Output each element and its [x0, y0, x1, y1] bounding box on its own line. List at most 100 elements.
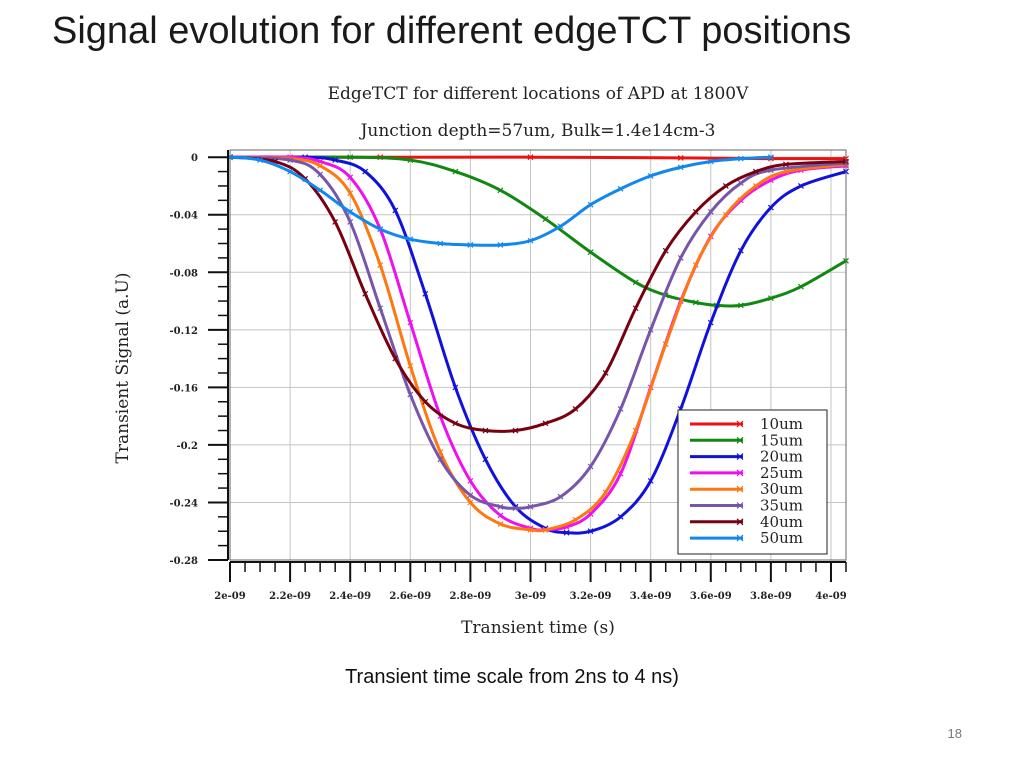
y-tick-label: -0.08	[169, 268, 198, 279]
series-point	[437, 240, 444, 247]
series-point	[617, 513, 624, 520]
series-point	[497, 242, 504, 248]
series-point	[347, 154, 354, 161]
chart-subtitle: Junction depth=57um, Bulk=1.4e14cm-3	[359, 121, 716, 141]
series-point	[467, 477, 474, 484]
series-point	[422, 290, 429, 297]
chart-title: EdgeTCT for different locations of APD a…	[328, 84, 749, 104]
series-point	[452, 384, 459, 391]
y-tick-label: -0.16	[169, 383, 198, 394]
series-point	[452, 168, 459, 175]
series-point	[677, 254, 684, 261]
plot-frame	[229, 149, 847, 561]
series-point	[707, 158, 714, 165]
series-point	[782, 168, 789, 175]
series-point	[587, 201, 594, 208]
y-tick-label: -0.12	[169, 326, 198, 337]
series-point	[602, 370, 609, 376]
legend-marker	[736, 502, 744, 509]
series-point	[527, 237, 534, 244]
series-point	[317, 187, 324, 194]
series-line-35um	[229, 155, 847, 510]
series-point	[557, 493, 564, 500]
series-point	[617, 406, 624, 412]
series-point	[317, 171, 324, 178]
legend-label: 40um	[760, 513, 803, 531]
series-point	[767, 204, 774, 211]
series-point	[692, 262, 699, 269]
x-tick-label: 3e-09	[515, 591, 546, 602]
x-tick-label: 3.6e-09	[690, 591, 732, 602]
series-point	[737, 302, 744, 309]
series-point	[287, 157, 294, 163]
series-point	[737, 180, 744, 187]
legend-label: 15um	[760, 431, 803, 449]
legend-marker	[736, 453, 744, 461]
series-point	[407, 391, 414, 398]
series-point	[482, 456, 489, 463]
y-tick-label: -0.2	[176, 441, 198, 452]
series-point	[482, 427, 489, 434]
x-tick-label: 4e-09	[815, 591, 846, 602]
series-point	[452, 420, 459, 427]
series-point	[617, 470, 624, 477]
series-point	[407, 362, 414, 369]
series-point	[647, 477, 654, 484]
series-point	[722, 183, 729, 189]
series-point	[707, 208, 714, 215]
series-point	[542, 216, 549, 222]
y-axis-ticks: 0 -0.04 -0.08 -0.12 -0.16 -0.2 -0.24 -0.28	[169, 153, 228, 567]
series-point	[632, 279, 639, 286]
series-point	[422, 398, 429, 405]
y-tick-label: 0	[191, 153, 198, 164]
series-point	[737, 247, 744, 254]
series-point	[287, 168, 294, 175]
series-line-20um	[229, 155, 847, 535]
series-point	[572, 516, 579, 523]
series-point	[377, 226, 384, 233]
x-axis-label: Transient time (s)	[461, 618, 615, 638]
series-point	[467, 492, 474, 499]
series-point	[512, 505, 519, 512]
series-point	[407, 319, 414, 326]
series-point	[377, 262, 384, 269]
y-tick-label: -0.28	[169, 556, 198, 567]
series-point	[707, 319, 714, 326]
series-point	[497, 503, 504, 510]
series-point	[798, 283, 804, 290]
series-point	[497, 521, 504, 527]
series-point	[587, 528, 594, 535]
legend-label: 10um	[760, 415, 803, 433]
series-point	[722, 211, 729, 218]
legend-marker	[736, 469, 744, 477]
legend-label: 20um	[760, 448, 803, 466]
series-point	[257, 157, 263, 163]
x-tick-label: 2.8e-09	[449, 591, 491, 602]
series-point	[527, 503, 534, 510]
series-point	[347, 174, 354, 181]
series-point	[632, 427, 639, 434]
series-point	[557, 223, 564, 230]
legend-marker	[736, 534, 744, 542]
series-point	[662, 247, 669, 254]
series-point	[563, 529, 570, 536]
slide-title: Signal evolution for different edgeTCT p…	[52, 10, 852, 52]
x-axis-ticks: 2e-09 2.2e-09 2.4e-09 2.6e-09 2.8e-09 3e-09 3.…	[214, 562, 847, 602]
series-point	[497, 512, 504, 519]
series-point	[767, 154, 774, 161]
series-point	[647, 172, 654, 179]
legend-label: 30um	[760, 480, 803, 498]
series-line-40um	[229, 155, 847, 433]
series-point	[317, 162, 324, 169]
series-group	[227, 154, 849, 536]
x-tick-label: 2.6e-09	[389, 591, 431, 602]
series-point	[332, 157, 339, 163]
series-point	[692, 299, 699, 306]
series-point	[347, 190, 354, 197]
page-number: 18	[947, 726, 962, 741]
series-point	[572, 406, 579, 412]
series-point	[602, 489, 609, 496]
series-point	[767, 295, 774, 302]
